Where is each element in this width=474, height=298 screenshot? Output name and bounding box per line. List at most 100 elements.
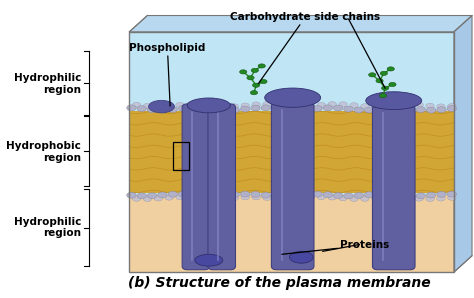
Ellipse shape (339, 102, 347, 107)
Ellipse shape (143, 196, 152, 201)
FancyBboxPatch shape (182, 104, 210, 270)
Ellipse shape (230, 192, 239, 198)
Ellipse shape (176, 194, 184, 200)
Ellipse shape (195, 254, 223, 266)
Ellipse shape (178, 191, 188, 197)
Ellipse shape (387, 67, 394, 71)
Ellipse shape (317, 103, 326, 108)
Ellipse shape (361, 104, 369, 109)
Ellipse shape (284, 103, 293, 109)
Ellipse shape (251, 191, 260, 197)
Ellipse shape (404, 195, 412, 200)
Ellipse shape (302, 191, 312, 197)
Ellipse shape (344, 106, 353, 112)
Ellipse shape (389, 83, 396, 86)
Ellipse shape (137, 106, 146, 112)
Ellipse shape (127, 105, 136, 111)
Ellipse shape (209, 196, 217, 201)
Ellipse shape (292, 192, 301, 198)
Ellipse shape (158, 192, 167, 198)
Ellipse shape (252, 102, 260, 107)
Ellipse shape (282, 193, 291, 199)
Ellipse shape (427, 192, 436, 198)
Ellipse shape (260, 80, 267, 84)
Ellipse shape (132, 196, 141, 201)
Polygon shape (129, 15, 472, 32)
Ellipse shape (393, 194, 401, 200)
Text: Carbohydrate side chains: Carbohydrate side chains (230, 12, 381, 84)
Ellipse shape (189, 105, 198, 111)
Ellipse shape (209, 103, 217, 108)
Ellipse shape (313, 105, 322, 111)
Ellipse shape (210, 193, 219, 199)
Ellipse shape (447, 195, 456, 200)
Ellipse shape (385, 105, 394, 111)
Ellipse shape (328, 102, 337, 107)
Ellipse shape (393, 102, 401, 107)
Ellipse shape (282, 107, 291, 113)
Ellipse shape (199, 193, 209, 198)
Ellipse shape (230, 107, 239, 113)
Ellipse shape (210, 106, 219, 112)
Ellipse shape (306, 195, 315, 200)
Ellipse shape (328, 195, 337, 200)
Ellipse shape (264, 88, 320, 107)
Ellipse shape (273, 196, 282, 201)
Ellipse shape (395, 105, 405, 111)
Ellipse shape (187, 102, 195, 107)
Ellipse shape (404, 102, 412, 107)
Ellipse shape (426, 196, 434, 201)
Ellipse shape (199, 105, 209, 111)
Ellipse shape (252, 195, 260, 200)
Text: Hydrophilic
region: Hydrophilic region (14, 217, 81, 238)
Ellipse shape (295, 104, 304, 109)
Ellipse shape (333, 193, 343, 198)
Ellipse shape (240, 191, 250, 197)
Ellipse shape (447, 191, 456, 197)
Ellipse shape (189, 192, 198, 198)
Ellipse shape (295, 196, 304, 201)
Ellipse shape (416, 107, 426, 113)
Ellipse shape (372, 104, 380, 109)
Ellipse shape (383, 195, 391, 200)
Ellipse shape (272, 105, 281, 111)
Ellipse shape (147, 107, 157, 113)
Ellipse shape (366, 92, 422, 110)
Ellipse shape (261, 105, 271, 111)
Ellipse shape (313, 191, 322, 197)
Ellipse shape (147, 193, 157, 199)
Ellipse shape (447, 105, 456, 111)
Ellipse shape (383, 103, 391, 108)
Ellipse shape (395, 192, 405, 198)
Text: Hydrophobic
region: Hydrophobic region (6, 141, 81, 163)
Ellipse shape (416, 193, 426, 199)
Ellipse shape (306, 103, 315, 109)
Ellipse shape (253, 83, 260, 87)
Ellipse shape (251, 68, 258, 72)
Ellipse shape (251, 105, 260, 111)
Ellipse shape (427, 107, 436, 113)
Ellipse shape (165, 103, 173, 109)
Ellipse shape (379, 94, 387, 98)
Ellipse shape (354, 193, 364, 198)
Ellipse shape (372, 195, 380, 201)
Ellipse shape (263, 102, 271, 107)
Bar (173, 142, 189, 170)
Polygon shape (454, 15, 472, 272)
Ellipse shape (137, 193, 146, 199)
Ellipse shape (292, 107, 301, 113)
Ellipse shape (365, 192, 374, 198)
Ellipse shape (406, 105, 415, 111)
Ellipse shape (380, 71, 387, 75)
Ellipse shape (261, 192, 271, 198)
Ellipse shape (290, 251, 313, 263)
Ellipse shape (375, 191, 384, 197)
Ellipse shape (375, 106, 384, 112)
Ellipse shape (415, 102, 423, 108)
FancyBboxPatch shape (373, 105, 415, 270)
Ellipse shape (302, 107, 312, 113)
Ellipse shape (176, 102, 184, 108)
Ellipse shape (350, 103, 358, 108)
Ellipse shape (385, 191, 394, 197)
Ellipse shape (219, 104, 228, 109)
